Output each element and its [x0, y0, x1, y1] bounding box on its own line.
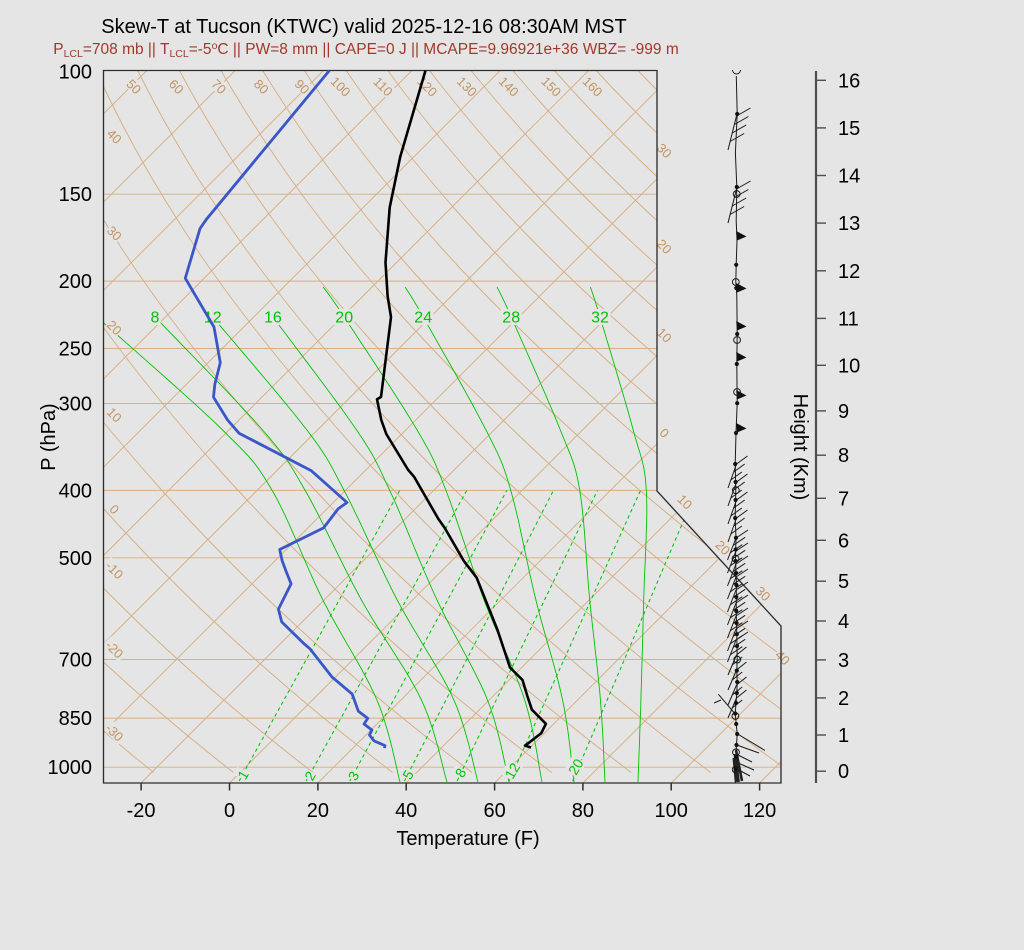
svg-text:20: 20	[565, 756, 587, 778]
svg-text:16: 16	[264, 310, 282, 327]
svg-text:24: 24	[414, 310, 432, 327]
svg-text:8: 8	[151, 310, 160, 327]
svg-text:700: 700	[59, 650, 92, 672]
svg-text:15: 15	[838, 118, 860, 140]
svg-text:100: 100	[655, 800, 688, 822]
svg-text:1000: 1000	[48, 757, 93, 779]
svg-text:28: 28	[502, 310, 520, 327]
svg-text:20: 20	[307, 800, 329, 822]
svg-text:0: 0	[224, 800, 235, 822]
svg-text:-20: -20	[127, 800, 156, 822]
svg-text:13: 13	[838, 213, 860, 235]
svg-text:6: 6	[838, 530, 849, 552]
svg-text:20: 20	[335, 310, 353, 327]
svg-text:850: 850	[59, 708, 92, 730]
svg-text:10: 10	[838, 355, 860, 377]
svg-text:Skew-T at Tucson (KTWC) valid: Skew-T at Tucson (KTWC) valid 2025-12-16…	[101, 16, 626, 38]
svg-text:7: 7	[838, 488, 849, 510]
svg-text:80: 80	[572, 800, 594, 822]
svg-text:4: 4	[838, 611, 849, 633]
svg-text:5: 5	[838, 571, 849, 593]
svg-text:PLCL=708 mb || TLCL=-5oC || PW: PLCL=708 mb || TLCL=-5oC || PW=8 mm || C…	[53, 40, 679, 60]
svg-text:1: 1	[838, 725, 849, 747]
svg-text:16: 16	[838, 70, 860, 92]
svg-text:8: 8	[838, 445, 849, 467]
svg-text:12: 12	[501, 760, 523, 782]
svg-text:32: 32	[591, 310, 609, 327]
svg-text:200: 200	[59, 271, 92, 293]
svg-text:60: 60	[483, 800, 505, 822]
svg-text:12: 12	[838, 261, 860, 283]
svg-text:Height (Km): Height (Km)	[789, 394, 811, 501]
svg-text:2: 2	[838, 688, 849, 710]
svg-text:40: 40	[395, 800, 417, 822]
svg-text:300: 300	[59, 394, 92, 416]
svg-text:150: 150	[59, 184, 92, 206]
svg-text:250: 250	[59, 339, 92, 361]
svg-text:9: 9	[838, 401, 849, 423]
svg-text:14: 14	[838, 166, 860, 188]
svg-text:0: 0	[838, 761, 849, 783]
svg-text:400: 400	[59, 480, 92, 502]
svg-text:500: 500	[59, 548, 92, 570]
svg-text:P (hPa): P (hPa)	[38, 403, 60, 470]
svg-text:11: 11	[838, 308, 859, 330]
svg-text:12: 12	[204, 310, 222, 327]
svg-text:Temperature (F): Temperature (F)	[396, 828, 539, 850]
svg-text:3: 3	[838, 650, 849, 672]
svg-text:100: 100	[59, 62, 92, 84]
svg-text:120: 120	[743, 800, 776, 822]
